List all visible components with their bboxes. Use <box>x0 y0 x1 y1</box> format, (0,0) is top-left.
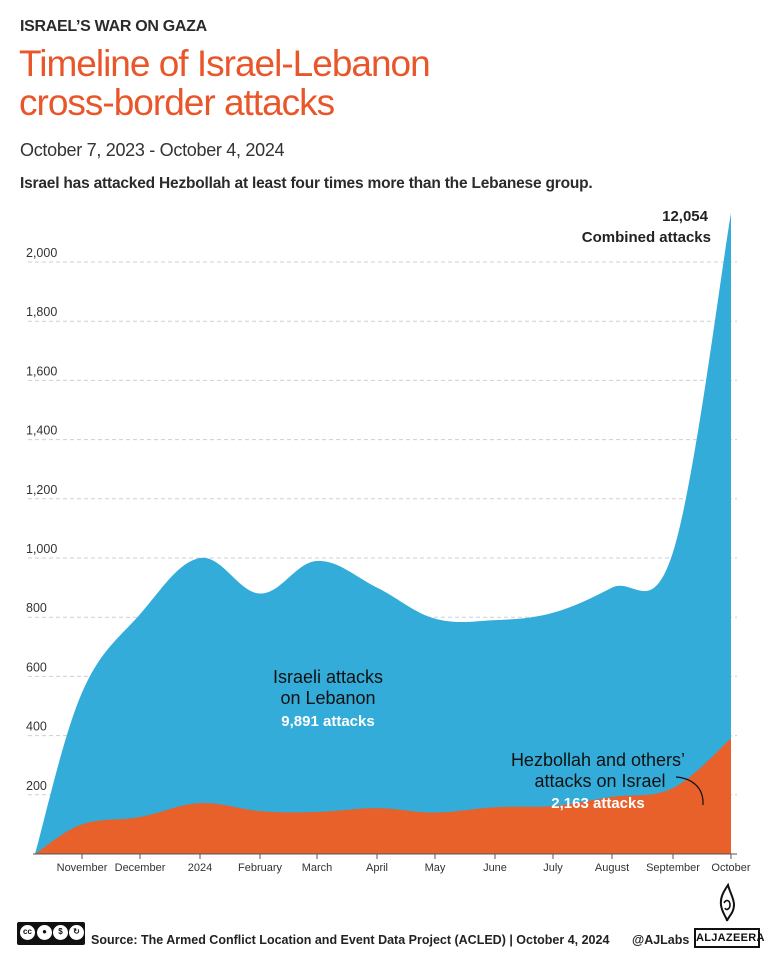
x-tick-label: 2024 <box>188 862 212 874</box>
sa-icon: ↻ <box>68 924 85 941</box>
label-israeli-1: Israeli attacks <box>273 667 383 687</box>
chart-title: Timeline of Israel-Lebanon cross-border … <box>19 44 579 122</box>
x-tick-label: September <box>646 862 700 874</box>
cc-icon: cc <box>19 924 36 941</box>
label-hezbollah-1: Hezbollah and others’ <box>511 750 685 770</box>
title-line-1: Timeline of Israel-Lebanon <box>19 43 431 84</box>
y-tick-label: 1,000 <box>26 542 57 556</box>
kicker: ISRAEL’S WAR ON GAZA <box>20 18 207 35</box>
x-tick-label: May <box>425 862 446 874</box>
x-tick-label: July <box>543 862 563 874</box>
area-hezbollah-attacks <box>35 738 731 854</box>
aljazeera-logo-icon <box>719 883 736 922</box>
label-israeli-total: 9,891 attacks <box>281 713 374 730</box>
y-tick-label: 1,400 <box>26 424 57 438</box>
nc-icon: $ <box>52 924 69 941</box>
title-line-2: cross-border attacks <box>19 82 335 123</box>
x-tick-label: November <box>57 862 108 874</box>
date-range: October 7, 2023 - October 4, 2024 <box>20 140 285 160</box>
aljazeera-wordmark: ALJAZEERA <box>694 928 764 948</box>
label-israeli-2: on Lebanon <box>280 688 375 708</box>
source-note: Source: The Armed Conflict Location and … <box>91 933 610 947</box>
creative-commons-license-badge: cc ● $ ↻ <box>17 922 85 945</box>
y-tick-label: 2,000 <box>26 246 57 260</box>
y-tick-label: 1,600 <box>26 364 57 378</box>
y-tick-label: 600 <box>26 660 47 674</box>
subtitle: Israel has attacked Hezbollah at least f… <box>20 175 593 192</box>
label-hezbollah-2: attacks on Israel <box>534 771 665 791</box>
y-axis-labels: 200 400 600 800 1,000 1,200 1,400 1,600 1,800 2,0… <box>26 246 57 793</box>
x-tick-label: April <box>366 862 388 874</box>
x-tick-label: June <box>483 862 507 874</box>
y-tick-label: 1,800 <box>26 305 57 319</box>
y-tick-label: 200 <box>26 779 47 793</box>
x-tick-label: October <box>711 862 750 874</box>
y-tick-label: 400 <box>26 720 47 734</box>
annotation-leader-line <box>675 776 704 806</box>
y-tick-label: 800 <box>26 601 47 615</box>
x-tick-label: February <box>238 862 283 874</box>
x-tick-label: August <box>595 862 629 874</box>
x-tick-label: March <box>302 862 333 874</box>
annotation-combined-label: Combined attacks <box>582 229 711 246</box>
x-axis: November December 2024 February March April Ma… <box>33 853 751 874</box>
by-icon: ● <box>36 924 53 941</box>
y-tick-label: 1,200 <box>26 483 57 497</box>
ajlabs-handle: @AJLabs <box>632 933 690 947</box>
annotation-combined-total: 12,054 <box>662 208 709 225</box>
area-israeli-attacks <box>35 213 731 854</box>
x-tick-label: December <box>115 862 166 874</box>
label-hezbollah-total: 2,163 attacks <box>551 795 644 812</box>
